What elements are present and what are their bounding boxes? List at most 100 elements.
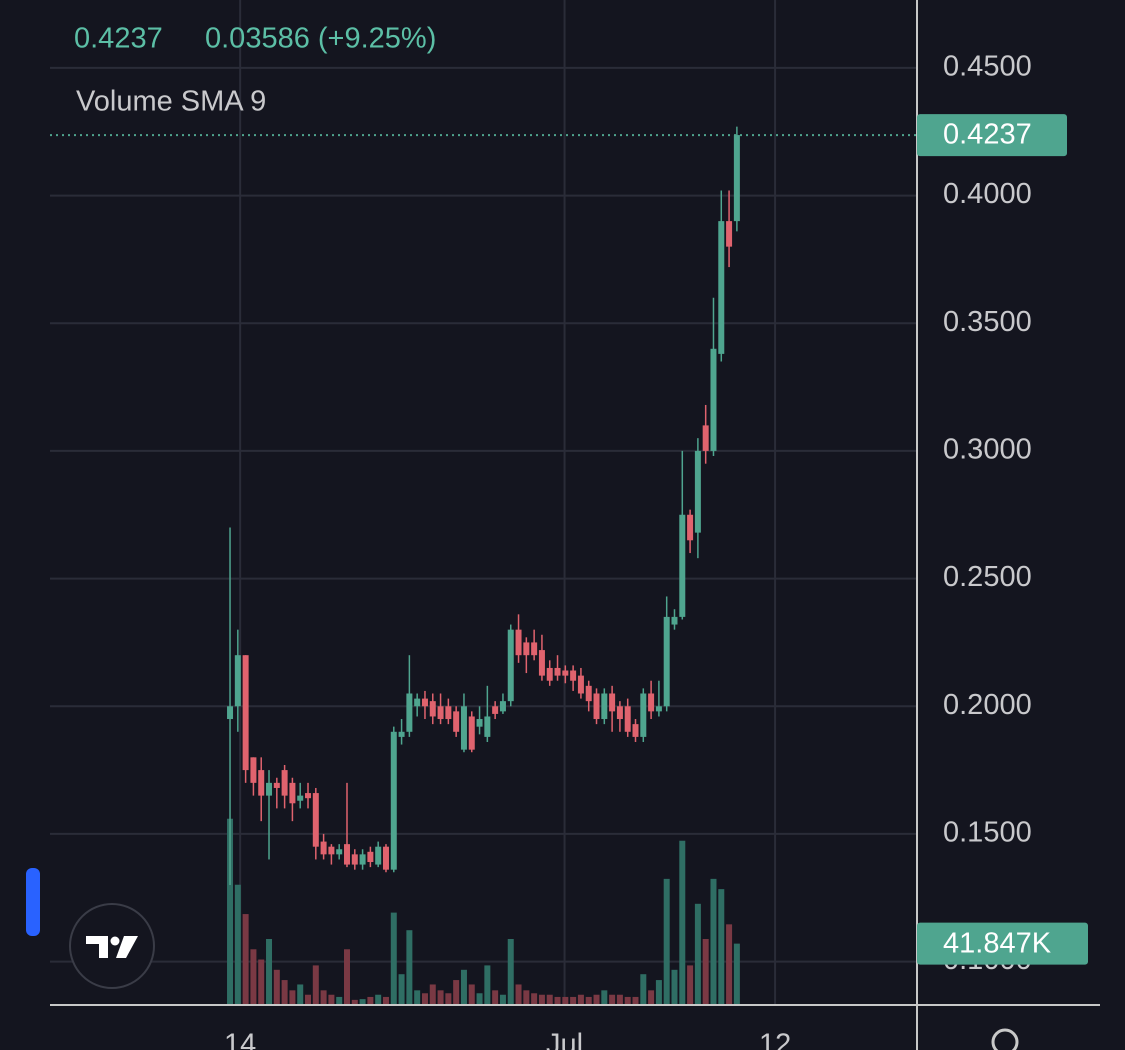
volume-bar [733,943,740,1005]
candle-body [281,770,288,796]
volume-bar [328,994,335,1005]
volume-bar [468,984,475,1005]
x-tick-label: 14 [224,1029,256,1050]
candle-body [679,514,686,617]
candle-body [320,841,327,855]
candle-body [718,221,725,354]
candle-body [382,846,389,870]
candle-body [460,706,467,750]
candle-body [632,724,639,737]
candle-body [227,706,234,720]
volume-bar [421,993,428,1005]
volume-bar [234,884,241,1005]
volume-bar [648,990,655,1005]
y-tick-label: 0.2500 [943,561,1032,593]
candle-body [406,693,413,732]
candle-body [585,685,592,702]
candle-body [562,670,569,676]
candle-body [663,616,670,707]
candle-body [351,854,358,865]
volume-bar [343,949,350,1005]
side-tab[interactable] [26,868,40,936]
candle-body [414,698,421,707]
volume-bar [297,984,304,1005]
volume-bar [305,994,312,1005]
volume-bar [445,993,452,1005]
y-tick-label: 0.2000 [943,689,1032,721]
candle-layer [227,126,740,885]
candle-body [648,693,655,712]
candle-body [375,846,382,865]
candle-body [359,854,366,865]
header-price: 0.4237 [74,23,163,55]
volume-bar [570,996,577,1005]
volume-bar [414,990,421,1005]
candle-body [507,629,514,702]
settings-icon[interactable] [991,1028,1019,1050]
volume-bar [429,984,436,1005]
candle-body [593,693,600,720]
candle-body [305,793,312,799]
candle-body [499,701,506,712]
volume-bar [281,980,288,1005]
candle-body [242,655,249,771]
volume-bar [437,990,444,1005]
last-price-box [917,114,1067,157]
y-tick-label: 0.3500 [943,306,1032,338]
volume-bar [632,996,639,1005]
volume-bar [460,969,467,1005]
candle-body [546,667,553,681]
volume-bar [624,996,631,1005]
volume-bar [515,984,522,1005]
candle-body [468,716,475,750]
volume-bar [577,994,584,1005]
candle-body [733,135,740,222]
candle-body [429,701,436,717]
volume-bar [453,980,460,1005]
candle-body [297,795,304,801]
candle-body [702,425,709,451]
volume-value-label: 41.847K [943,927,1052,959]
candle-body [445,706,452,720]
volume-bar [585,996,592,1005]
candle-body [523,642,530,656]
volume-bar [476,993,483,1005]
candle-body [554,667,561,676]
candle-body [531,642,538,656]
volume-bar [562,996,569,1005]
candle-body [312,793,319,847]
x-tick-label: 12 [759,1029,791,1050]
volume-bar [710,878,717,1005]
volume-bar [609,994,616,1005]
volume-bar [694,903,701,1005]
volume-bar [601,990,608,1005]
volume-bar [406,930,413,1005]
volume-bar [718,889,725,1005]
header-change: 0.03586 (+9.25%) [205,23,436,55]
volume-bar [390,912,397,1005]
volume-bar [679,840,686,1005]
y-tick-label: 0.1500 [943,817,1032,849]
volume-bar [523,990,530,1005]
candle-body [343,844,350,865]
candle-body [515,629,522,656]
indicator-label: Volume SMA 9 [76,86,266,118]
volume-bar [726,924,733,1005]
candle-body [437,706,444,720]
grid [50,0,917,1005]
volume-bar [258,959,265,1005]
volume-bar [359,999,366,1005]
candle-body [421,698,428,707]
volume-bar [375,994,382,1005]
candle-body [624,706,631,732]
volume-layer [227,818,740,1005]
logo [69,903,155,989]
volume-bar [593,994,600,1005]
volume-bar [382,996,389,1005]
candle-body [671,616,678,625]
volume-bar [242,914,249,1005]
volume-bar [616,994,623,1005]
volume-bar [312,965,319,1005]
